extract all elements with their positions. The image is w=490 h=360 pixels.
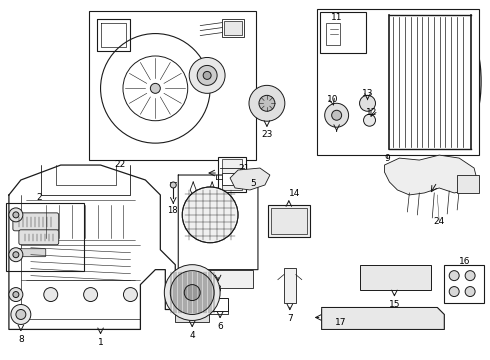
- Circle shape: [150, 84, 160, 93]
- Bar: [326, 23, 340, 45]
- Text: 2: 2: [36, 193, 42, 202]
- Circle shape: [465, 287, 475, 297]
- Text: 10: 10: [327, 95, 339, 104]
- Circle shape: [364, 114, 375, 126]
- Text: 24: 24: [434, 217, 445, 226]
- Bar: [284, 268, 296, 302]
- Text: 1: 1: [98, 338, 103, 347]
- Circle shape: [123, 288, 137, 302]
- Circle shape: [465, 271, 475, 280]
- Circle shape: [449, 287, 459, 297]
- Circle shape: [13, 252, 19, 258]
- Bar: [319, 12, 366, 54]
- Circle shape: [189, 58, 225, 93]
- Text: 6: 6: [217, 322, 223, 331]
- Bar: [6, 203, 84, 271]
- Circle shape: [325, 103, 348, 127]
- Circle shape: [44, 288, 58, 302]
- Bar: [224, 21, 242, 35]
- Circle shape: [203, 71, 211, 80]
- Circle shape: [13, 292, 19, 298]
- Bar: [89, 11, 256, 160]
- Text: 7: 7: [287, 314, 293, 323]
- Circle shape: [9, 248, 23, 262]
- Text: 22: 22: [115, 159, 126, 168]
- Bar: [185, 270, 253, 288]
- Circle shape: [84, 288, 98, 302]
- Circle shape: [9, 208, 23, 222]
- Bar: [362, 267, 429, 288]
- Bar: [271, 208, 307, 234]
- Text: 8: 8: [18, 335, 24, 344]
- Circle shape: [332, 110, 342, 120]
- Circle shape: [360, 95, 375, 111]
- Bar: [212, 298, 228, 311]
- Bar: [457, 175, 479, 193]
- Text: 13: 13: [362, 89, 373, 98]
- Circle shape: [197, 66, 217, 85]
- Bar: [222, 159, 242, 190]
- FancyBboxPatch shape: [13, 213, 59, 231]
- Polygon shape: [360, 265, 431, 289]
- Bar: [218, 157, 246, 192]
- Bar: [268, 205, 310, 237]
- Circle shape: [249, 85, 285, 121]
- Text: 3: 3: [215, 285, 221, 294]
- Text: 11: 11: [331, 13, 343, 22]
- Text: 23: 23: [261, 130, 272, 139]
- Circle shape: [259, 95, 275, 111]
- Text: 14: 14: [289, 189, 300, 198]
- Text: 17: 17: [335, 318, 346, 327]
- Circle shape: [16, 310, 26, 319]
- Bar: [317, 9, 479, 155]
- Circle shape: [171, 182, 176, 188]
- Text: 5: 5: [250, 180, 256, 189]
- Circle shape: [164, 265, 220, 320]
- Text: 4: 4: [190, 331, 195, 340]
- Bar: [175, 315, 209, 323]
- Circle shape: [182, 187, 238, 243]
- Circle shape: [13, 212, 19, 218]
- Bar: [444, 265, 484, 302]
- Polygon shape: [230, 168, 270, 190]
- Circle shape: [184, 285, 200, 301]
- Text: 12: 12: [366, 108, 377, 117]
- Text: 19: 19: [188, 203, 198, 212]
- Text: 20: 20: [207, 203, 218, 212]
- Circle shape: [171, 271, 214, 315]
- Circle shape: [9, 288, 23, 302]
- Circle shape: [449, 271, 459, 280]
- Text: 16: 16: [460, 257, 471, 266]
- Text: 15: 15: [389, 300, 400, 309]
- FancyBboxPatch shape: [18, 249, 46, 257]
- Polygon shape: [385, 155, 477, 195]
- FancyBboxPatch shape: [19, 230, 59, 245]
- Circle shape: [11, 305, 31, 324]
- Bar: [222, 19, 244, 37]
- Text: 9: 9: [385, 154, 391, 163]
- Text: 21: 21: [238, 163, 250, 172]
- Bar: [222, 173, 234, 185]
- Polygon shape: [322, 307, 444, 329]
- Text: 18: 18: [167, 206, 177, 215]
